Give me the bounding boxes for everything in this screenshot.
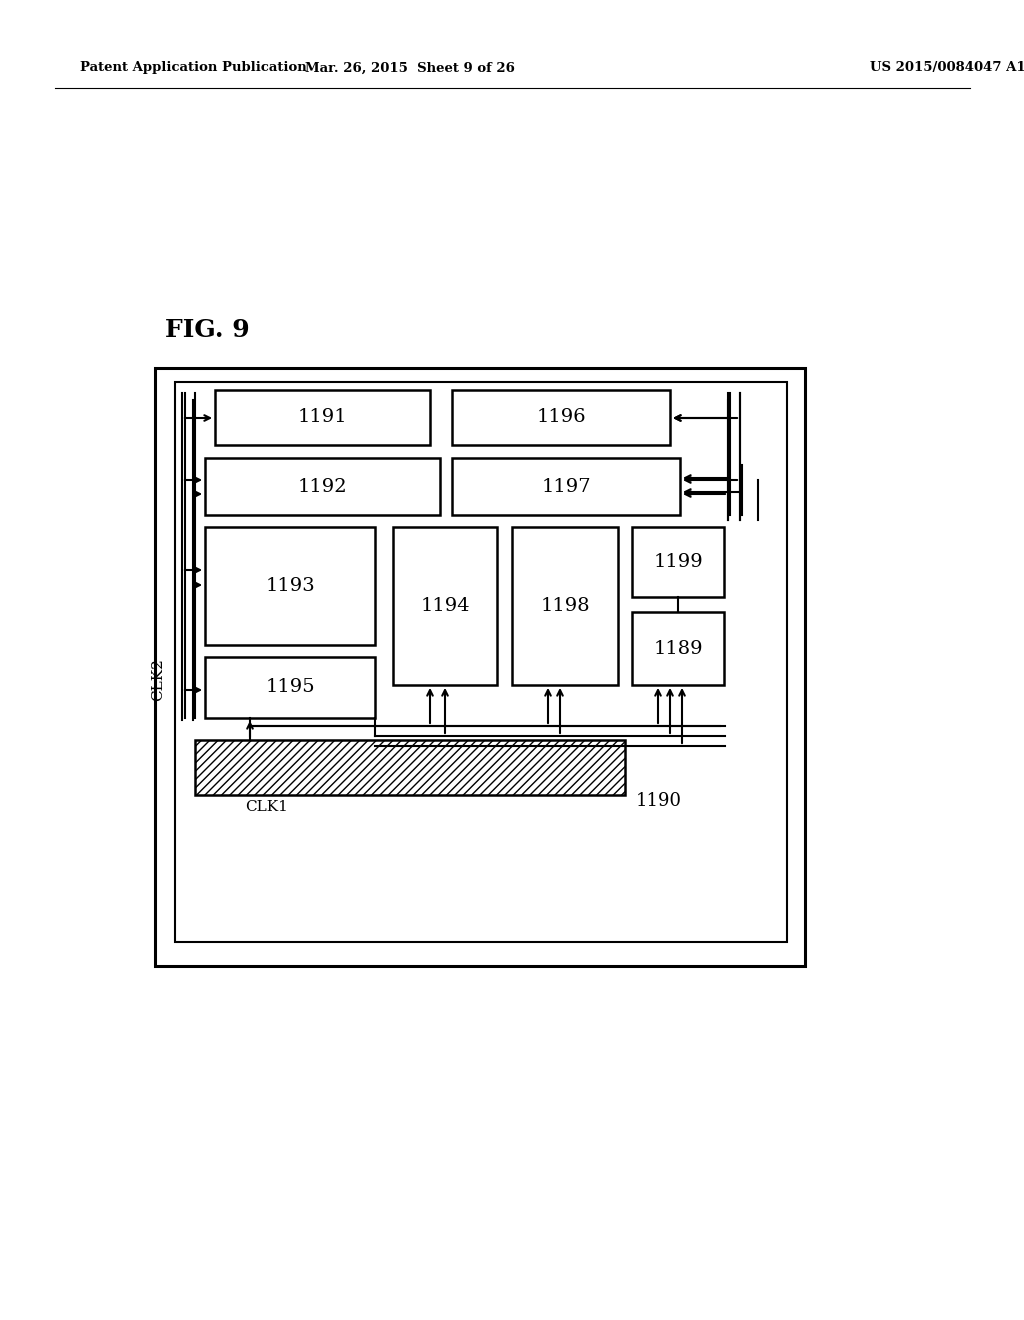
Bar (205, 458, 440, 515)
Bar (205, 527, 375, 645)
Text: CLK1: CLK1 (245, 800, 288, 814)
Text: 1199: 1199 (653, 553, 702, 572)
Text: 1189: 1189 (653, 639, 702, 657)
Text: Mar. 26, 2015  Sheet 9 of 26: Mar. 26, 2015 Sheet 9 of 26 (305, 62, 515, 74)
Text: 1192: 1192 (298, 478, 347, 495)
Text: 1193: 1193 (265, 577, 314, 595)
Bar (393, 527, 497, 685)
Text: 1191: 1191 (298, 408, 347, 426)
Bar (175, 381, 787, 942)
Bar (512, 527, 618, 685)
Bar (632, 612, 724, 685)
Bar (632, 527, 724, 597)
Text: 1195: 1195 (265, 678, 314, 697)
Text: 1197: 1197 (542, 478, 591, 495)
Text: 1196: 1196 (537, 408, 586, 426)
Text: 1190: 1190 (636, 792, 682, 810)
Bar (155, 368, 805, 966)
Text: US 2015/0084047 A1: US 2015/0084047 A1 (870, 62, 1024, 74)
Bar (452, 389, 670, 445)
Text: 1198: 1198 (541, 597, 590, 615)
Bar (195, 741, 625, 795)
Bar (205, 657, 375, 718)
Text: 1194: 1194 (420, 597, 470, 615)
Bar (215, 389, 430, 445)
Bar (452, 458, 680, 515)
Text: Patent Application Publication: Patent Application Publication (80, 62, 307, 74)
Text: FIG. 9: FIG. 9 (165, 318, 250, 342)
Text: CLK2: CLK2 (151, 659, 165, 701)
